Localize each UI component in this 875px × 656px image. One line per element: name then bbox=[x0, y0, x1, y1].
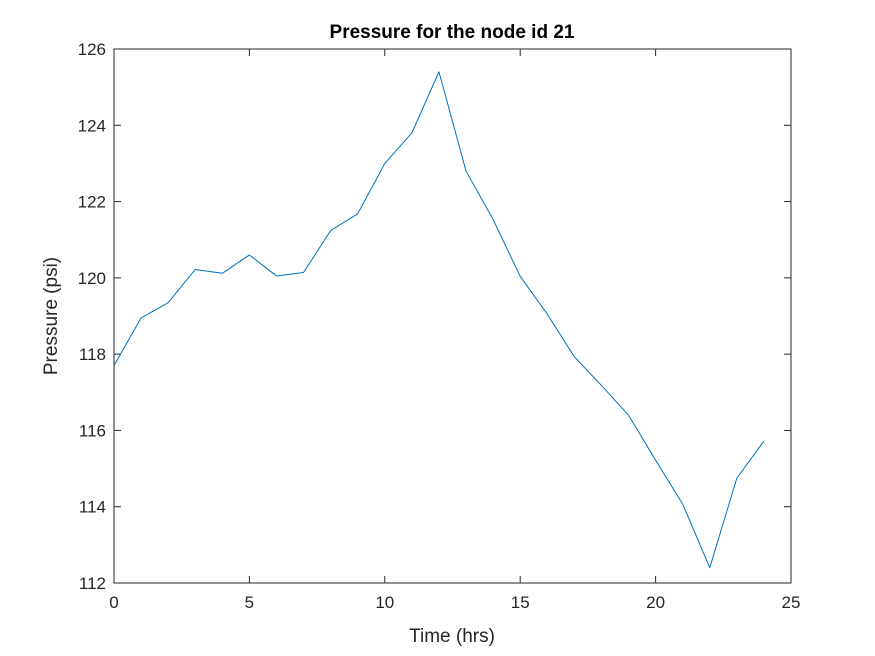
y-tick-label: 114 bbox=[79, 498, 106, 517]
y-tick-label: 112 bbox=[79, 574, 106, 593]
x-tick-label: 25 bbox=[782, 593, 801, 612]
y-axis-ticks: 112 114 116 118 120 122 124 126 bbox=[78, 40, 791, 593]
series-line bbox=[113, 71, 765, 569]
x-tick-label: 0 bbox=[109, 593, 118, 612]
y-tick-label: 120 bbox=[78, 269, 106, 288]
y-tick-label: 126 bbox=[78, 40, 106, 59]
x-tick-label: 20 bbox=[646, 593, 665, 612]
y-tick-label: 116 bbox=[79, 421, 106, 440]
y-tick-label: 122 bbox=[78, 193, 106, 212]
series-layer bbox=[113, 71, 765, 569]
x-tick-label: 5 bbox=[245, 593, 254, 612]
y-axis-label: Pressure (psi) bbox=[41, 257, 62, 375]
axes-box bbox=[113, 48, 792, 584]
x-axis-label: Time (hrs) bbox=[409, 626, 495, 647]
chart-title: Pressure for the node id 21 bbox=[330, 22, 575, 43]
plot-area bbox=[114, 49, 791, 583]
x-axis-ticks: 0 5 10 15 20 25 bbox=[109, 49, 800, 612]
y-tick-label: 124 bbox=[78, 116, 106, 135]
x-tick-label: 15 bbox=[511, 593, 530, 612]
x-tick-label: 10 bbox=[375, 593, 394, 612]
y-tick-label: 118 bbox=[79, 345, 106, 364]
